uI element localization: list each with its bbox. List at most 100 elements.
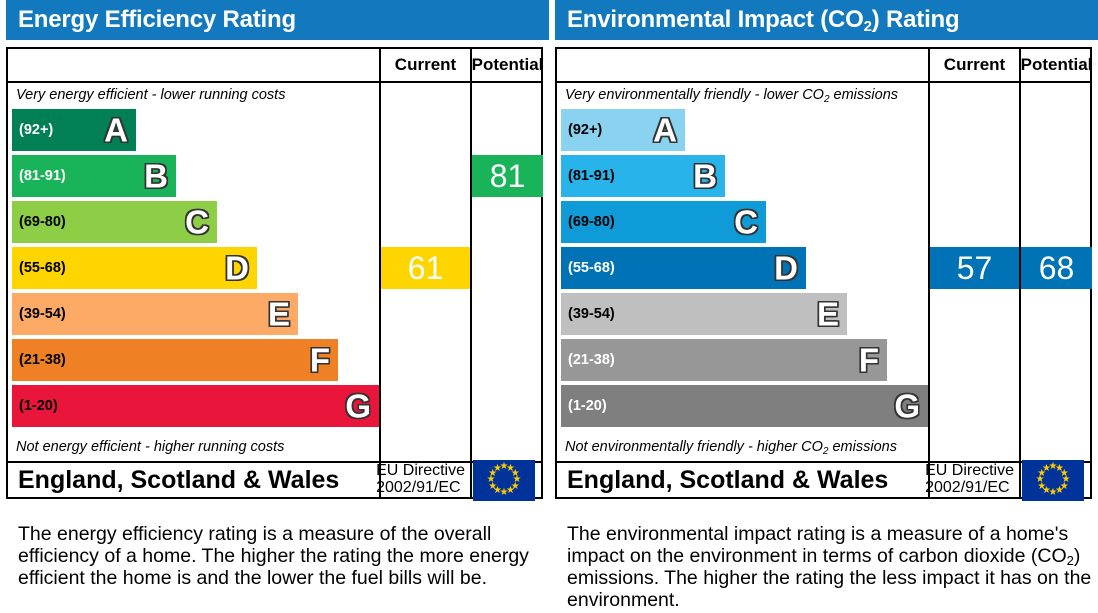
band-D: (55-68) D — [561, 247, 806, 289]
rating-table: Current Potential Very energy efficient - … — [6, 47, 544, 501]
band-D: (55-68) D — [12, 247, 257, 289]
footer-region-label: England, Scotland & Wales — [567, 465, 889, 494]
band-C: (69-80) C — [561, 201, 766, 243]
band-C: (69-80) C — [12, 201, 217, 243]
column-header-potential: Potential — [1020, 55, 1093, 74]
chart-footer: England, Scotland & Wales EU Directive 200… — [8, 459, 541, 501]
eu-flag-star: ★ — [1048, 487, 1058, 498]
column-divider-potential — [470, 49, 472, 497]
band-range-label: (1-20) — [19, 398, 58, 414]
caption-bottom: Not environmentally friendly - higher CO… — [565, 439, 897, 457]
eu-flag-star: ★ — [493, 485, 502, 497]
band-letter-A: A — [653, 111, 677, 149]
band-letter-C: C — [734, 203, 758, 241]
chart-description: The energy efficiency rating is a measur… — [18, 523, 529, 590]
band-range-label: (81-91) — [568, 168, 615, 184]
eu-flag-star: ★ — [1059, 467, 1069, 479]
eu-directive-line1: EU Directive — [925, 462, 1014, 480]
eu-flag-star: ★ — [506, 485, 515, 497]
eu-flag-star: ★ — [1037, 480, 1047, 492]
chart-description: The environmental impact rating is a mea… — [567, 523, 1092, 612]
band-range-label: (21-38) — [19, 352, 66, 368]
band-letter-A: A — [104, 111, 128, 149]
current-rating-value: 61 — [381, 247, 470, 289]
band-letter-F: F — [858, 341, 879, 379]
potential-rating-value: 81 — [472, 155, 543, 197]
eu-flag-star: ★ — [1048, 461, 1058, 472]
caption-top: Very energy efficient - lower running co… — [16, 87, 286, 103]
column-divider-current — [379, 49, 381, 497]
band-range-label: (21-38) — [568, 352, 615, 368]
footer-divider — [8, 461, 541, 463]
caption-bottom: Not energy efficient - higher running co… — [16, 439, 285, 455]
epc-chart-environmental-impact: Environmental Impact (CO2) Rating Current… — [555, 0, 1098, 613]
column-header-current: Current — [394, 55, 457, 74]
band-range-label: (39-54) — [568, 306, 615, 322]
caption-top: Very environmentally friendly - lower CO… — [565, 87, 899, 105]
band-E: (39-54) E — [12, 293, 298, 335]
band-range-label: (81-91) — [19, 168, 66, 184]
eu-flag-star: ★ — [486, 474, 496, 485]
footer-region-label: England, Scotland & Wales — [18, 465, 340, 494]
eu-flag-star: ★ — [1035, 474, 1045, 485]
chart-footer: England, Scotland & Wales EU Directive 200… — [557, 459, 1090, 501]
band-range-label: (55-68) — [568, 260, 615, 276]
band-letter-E: E — [267, 295, 290, 333]
eu-flag-star: ★ — [488, 467, 498, 479]
eu-directive-line2: 2002/91/EC — [925, 479, 1010, 496]
eu-flag-star: ★ — [499, 461, 509, 472]
band-range-label: (92+) — [19, 122, 54, 138]
band-G: (1-20) G — [12, 385, 379, 427]
band-B: (81-91) B — [561, 155, 725, 197]
band-F: (21-38) F — [12, 339, 338, 381]
eu-flag-star: ★ — [499, 487, 509, 498]
band-E: (39-54) E — [561, 293, 847, 335]
chart-title-bar: Energy Efficiency Rating — [6, 0, 549, 40]
band-letter-B: B — [693, 157, 717, 195]
band-range-label: (55-68) — [19, 260, 66, 276]
eu-flag-icon: ★ ★ ★ ★ ★ ★ ★ ★ ★ ★ ★ ★ — [473, 459, 535, 501]
eu-flag-star: ★ — [1055, 462, 1064, 474]
column-header-current: Current — [943, 55, 1006, 74]
band-letter-G: G — [894, 387, 920, 425]
band-A: (92+) A — [12, 109, 136, 151]
column-divider-current — [928, 49, 930, 497]
eu-directive-line1: EU Directive — [376, 462, 465, 480]
eu-directive-label: EU Directive 2002/91/EC — [376, 462, 465, 497]
eu-flag-star: ★ — [510, 467, 520, 479]
eu-flag-icon: ★ ★ ★ ★ ★ ★ ★ ★ ★ ★ ★ ★ — [1022, 459, 1084, 501]
eu-flag-star: ★ — [1037, 467, 1047, 479]
column-header-potential: Potential — [471, 55, 544, 74]
band-range-label: (69-80) — [568, 214, 615, 230]
band-range-label: (69-80) — [19, 214, 66, 230]
band-letter-G: G — [345, 387, 371, 425]
eu-flag-star: ★ — [512, 474, 522, 485]
eu-flag-star: ★ — [1042, 485, 1051, 497]
potential-rating-value: 68 — [1021, 247, 1092, 289]
current-rating-value: 57 — [930, 247, 1019, 289]
eu-directive-line2: 2002/91/EC — [376, 479, 461, 496]
band-letter-D: D — [225, 249, 249, 287]
band-letter-F: F — [309, 341, 330, 379]
eu-flag-star: ★ — [1042, 462, 1051, 474]
footer-divider — [557, 461, 1090, 463]
band-G: (1-20) G — [561, 385, 928, 427]
rating-table: Current Potential Very environmentally fri… — [555, 47, 1093, 501]
band-range-label: (39-54) — [19, 306, 66, 322]
band-letter-B: B — [144, 157, 168, 195]
header-divider — [8, 81, 541, 83]
eu-directive-label: EU Directive 2002/91/EC — [925, 462, 1014, 497]
eu-flag-star: ★ — [1059, 480, 1069, 492]
band-B: (81-91) B — [12, 155, 176, 197]
column-divider-potential — [1019, 49, 1021, 497]
eu-flag-star: ★ — [1055, 485, 1064, 497]
band-letter-D: D — [774, 249, 798, 287]
chart-title: Energy Efficiency Rating — [18, 6, 296, 33]
epc-chart-energy-efficiency: Energy Efficiency Rating Current Potential… — [6, 0, 549, 613]
band-letter-E: E — [816, 295, 839, 333]
band-letter-C: C — [185, 203, 209, 241]
chart-title: Environmental Impact (CO2) Rating — [567, 6, 960, 35]
eu-flag-star: ★ — [1061, 474, 1071, 485]
band-list: (92+) A (81-91) B (69-80) C (55-68) D (39-54) E (2… — [561, 109, 928, 431]
band-A: (92+) A — [561, 109, 685, 151]
